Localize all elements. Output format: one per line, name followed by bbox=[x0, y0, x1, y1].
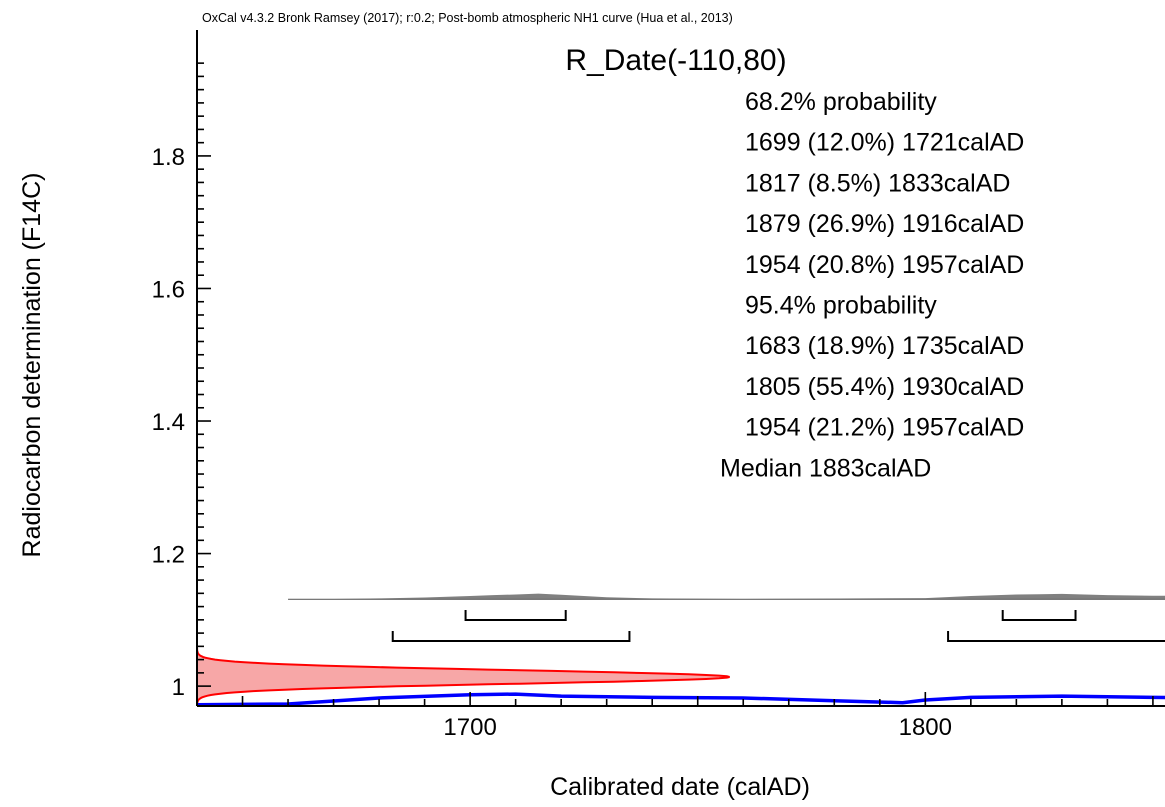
probability-ranges-text: 68.2% probability 1699 (12.0%) 1721calAD 1… bbox=[720, 88, 1024, 482]
posterior-distribution bbox=[288, 593, 1165, 600]
range-text-line: 1879 (26.9%) 1916calAD bbox=[745, 210, 1024, 238]
range-95-bracket bbox=[391, 631, 631, 642]
range-68-bracket bbox=[1001, 610, 1077, 621]
range-text-line: 1817 (8.5%) 1833calAD bbox=[745, 169, 1010, 197]
y-tick-label: 1.4 bbox=[152, 409, 185, 436]
range-text-line: 1683 (18.9%) 1735calAD bbox=[745, 332, 1024, 360]
calibration-curve bbox=[197, 692, 1165, 706]
chart-title: R_Date(-110,80) bbox=[565, 44, 786, 77]
measurement-distribution bbox=[197, 646, 730, 706]
oxcal-header: OxCal v4.3.2 Bronk Ramsey (2017); r:0.2;… bbox=[202, 11, 733, 25]
range-text-line: 1954 (21.2%) 1957calAD bbox=[745, 414, 1024, 442]
range-text-line: 95.4% probability bbox=[745, 292, 937, 320]
y-tick-label: 1.8 bbox=[152, 144, 185, 171]
y-tick-label: 1.2 bbox=[152, 542, 185, 569]
range-95-bracket bbox=[947, 631, 1165, 642]
x-axis-label: Calibrated date (calAD) bbox=[550, 773, 810, 801]
range-text-line: 1954 (20.8%) 1957calAD bbox=[745, 251, 1024, 279]
range-68-bracket bbox=[464, 610, 567, 621]
y-axis-label: Radiocarbon determination (F14C) bbox=[18, 173, 46, 558]
range-text-line: 68.2% probability bbox=[745, 88, 937, 116]
range-text-line: 1699 (12.0%) 1721calAD bbox=[745, 129, 1024, 157]
x-tick-label: 1700 bbox=[443, 714, 496, 741]
x-tick-label: 1800 bbox=[899, 714, 952, 741]
range-text-line: 1805 (55.4%) 1930calAD bbox=[745, 373, 1024, 401]
plot-area bbox=[197, 593, 1165, 706]
range-text-line: Median 1883calAD bbox=[720, 454, 931, 482]
axes: 170018001900200011.21.41.61.8 bbox=[152, 30, 1165, 741]
y-tick-label: 1.6 bbox=[152, 276, 185, 303]
plot-background bbox=[197, 30, 1165, 706]
y-tick-label: 1 bbox=[172, 674, 185, 701]
